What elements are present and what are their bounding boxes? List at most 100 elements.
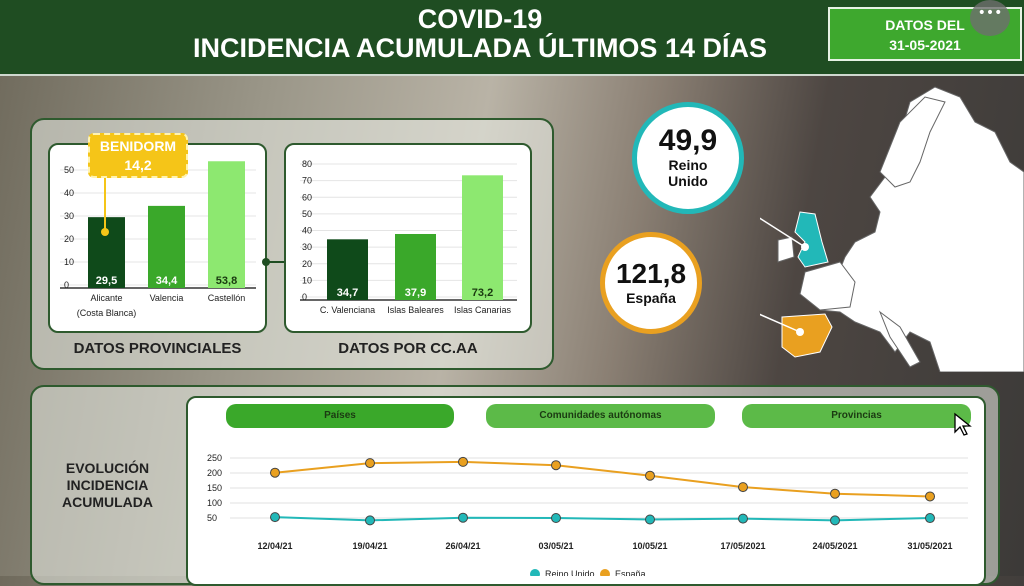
title-line-1: COVID-19 [417,4,543,34]
data-point [270,512,280,523]
x-tick-label: 31/05/2021 [907,541,952,551]
legend-label: Reino Unido [545,569,595,576]
connector-dot [262,258,270,266]
x-tick-label: 17/05/2021 [720,541,765,551]
title-line-2: INCIDENCIA ACUMULADA ÚLTIMOS 14 DÍAS [192,33,767,63]
spain-label: España [626,290,676,306]
bar [148,205,185,288]
ellipsis-icon[interactable]: ••• [970,0,1010,36]
y-tick-label: 80 [302,159,312,169]
y-tick-label: 50 [207,513,217,523]
europe-landmass [809,86,1024,372]
y-tick-label: 50 [64,165,74,175]
callout-label: BENIDORM [99,138,177,154]
x-tick-label: Castellón [208,293,246,303]
tab-provincias[interactable]: Provincias [742,404,971,428]
bar-value-label: 29,5 [96,275,117,287]
data-point [551,513,561,523]
callout-line [104,178,106,231]
legend-label: España [615,569,646,576]
data-point [830,515,840,526]
x-tick-label: Islas Baleares [387,305,444,315]
uk-shape [794,211,829,268]
data-point [925,513,935,524]
series-line [274,460,931,498]
y-tick-label: 150 [207,483,222,493]
x-tick-label: 19/04/21 [352,541,387,551]
x-tick-label: (Costa Blanca) [77,308,137,318]
y-tick-label: 30 [64,211,74,221]
data-point [738,482,748,493]
data-point [925,491,935,502]
ireland-shape [777,236,795,263]
y-tick-label: 10 [64,257,74,267]
callout-dot [101,228,109,236]
europe-map [760,86,1024,372]
date-value: 31-05-2021 [889,37,961,53]
y-tick-label: 40 [64,188,74,198]
data-point [551,460,561,471]
bar [462,175,503,300]
data-point [365,515,375,526]
tab-paises[interactable]: Países [226,404,454,428]
bar [327,239,368,300]
spain-shape [781,313,833,358]
x-tick-label: 26/04/21 [445,541,480,551]
spain-value: 121,8 [615,258,687,289]
x-tick-label: C. Valenciana [320,305,375,315]
scandinavia [879,96,946,188]
bar-value-label: 73,2 [472,287,493,299]
bar-value-label: 34,4 [156,275,178,287]
x-tick-label: 03/05/21 [538,541,573,551]
y-tick-label: 10 [302,275,312,285]
x-tick-label: 12/04/21 [257,541,292,551]
y-tick-label: 100 [207,498,222,508]
spain-bubble: 121,8 España [600,232,702,334]
connector [266,261,284,263]
y-tick-label: 20 [302,259,312,269]
y-tick-label: 50 [302,209,312,219]
uk-bubble: 49,9 Reino Unido [632,102,744,214]
y-tick-label: 30 [302,242,312,252]
benidorm-callout: BENIDORM 14,2 [88,133,188,178]
series-line [274,516,931,522]
mouse-cursor-icon [954,412,972,436]
data-point [458,512,468,523]
data-point [365,458,375,469]
italy [878,310,921,368]
callout-value: 14,2 [124,157,152,173]
legend-marker [600,569,610,576]
bar [395,233,436,300]
bar-value-label: 37,9 [405,287,426,299]
y-tick-label: 250 [207,453,222,463]
x-tick-label: 24/05/2021 [812,541,857,551]
uk-label-1: Reino [668,157,708,173]
data-point [645,470,655,481]
evolution-label: EVOLUCIÓN INCIDENCIA ACUMULADA [62,460,153,510]
y-tick-label: 20 [64,234,74,244]
tab-comunidades[interactable]: Comunidades autónomas [486,404,715,428]
provincial-title: DATOS PROVINCIALES [73,340,242,357]
x-tick-label: 10/05/21 [632,541,667,551]
uk-value: 49,9 [658,124,718,157]
bar [208,161,245,288]
y-tick-label: 0 [64,280,69,290]
uk-label-2: Unido [668,173,708,189]
data-point [270,467,280,478]
data-point [458,456,468,467]
x-tick-label: Valencia [150,293,184,303]
france [799,261,856,311]
date-label: DATOS DEL [885,17,965,33]
y-tick-label: 60 [302,192,312,202]
x-tick-label: Alicante [90,293,122,303]
x-tick-label: Islas Canarias [454,305,512,315]
data-point [738,513,748,524]
bar-value-label: 34,7 [337,287,358,299]
y-tick-label: 200 [207,468,222,478]
ccaa-title: DATOS POR CC.AA [338,340,478,357]
data-point [830,488,840,499]
y-tick-label: 40 [302,226,312,236]
legend-marker [530,569,540,576]
bar-value-label: 53,8 [216,275,237,287]
